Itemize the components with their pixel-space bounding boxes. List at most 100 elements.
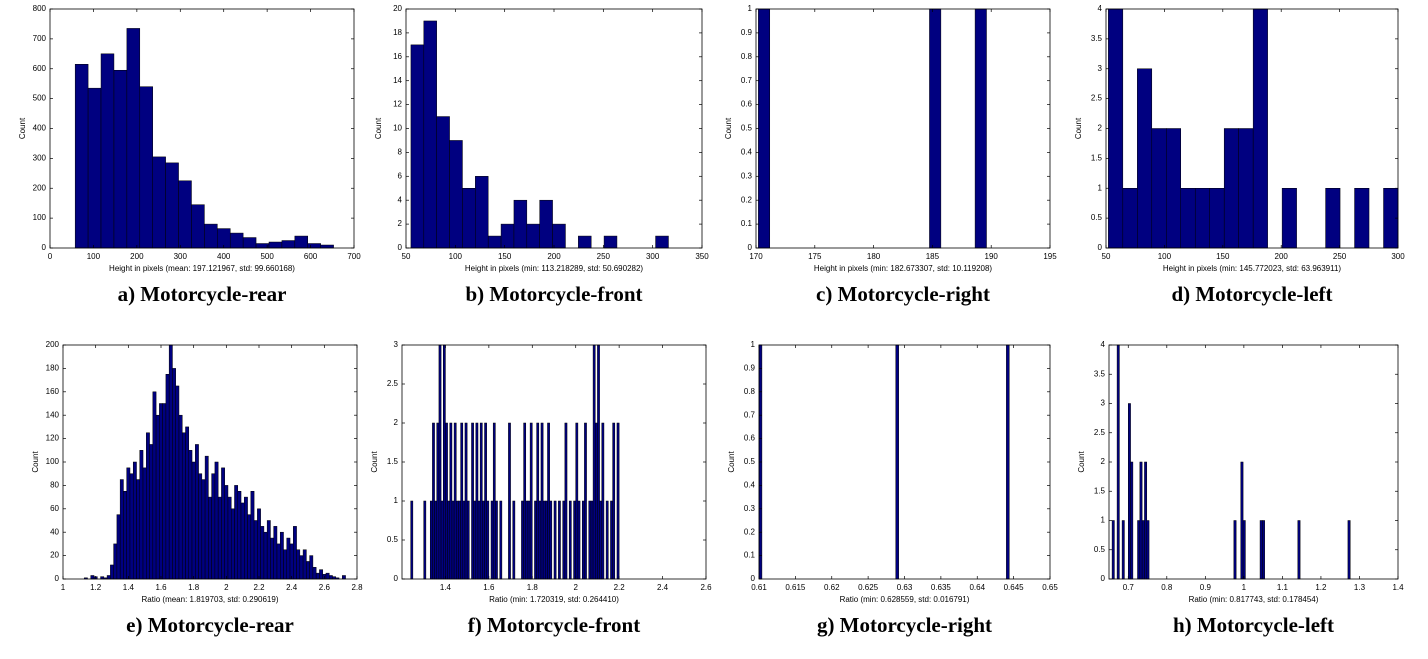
x-tick-label: 2.6 <box>319 583 331 592</box>
bar <box>1252 8 1268 249</box>
bar <box>328 575 333 580</box>
y-axis-label: Count <box>374 117 383 139</box>
bar <box>320 244 334 249</box>
bar <box>436 116 450 249</box>
x-tick-label: 100 <box>87 252 101 261</box>
bar <box>1223 128 1239 249</box>
plot-area <box>759 345 1050 579</box>
bar <box>146 432 150 580</box>
bar <box>584 422 587 580</box>
caption: h) Motorcycle-left <box>1173 613 1334 637</box>
bar <box>466 500 470 580</box>
bar <box>564 422 568 580</box>
bar <box>132 461 137 580</box>
bar <box>234 485 239 580</box>
x-tick-label: 1.6 <box>483 583 495 592</box>
bar <box>1116 344 1120 580</box>
y-tick-label: 80 <box>50 481 59 490</box>
bar <box>438 344 442 580</box>
bar <box>286 537 291 580</box>
bar <box>188 450 193 580</box>
bar <box>1240 461 1244 580</box>
x-tick-label: 0.7 <box>1123 583 1135 592</box>
bar <box>1354 188 1370 249</box>
y-axis-label: Count <box>18 117 27 139</box>
bar <box>529 422 533 580</box>
bar <box>273 526 278 580</box>
y-tick-label: 600 <box>33 64 47 73</box>
bar <box>612 422 616 580</box>
y-tick-label: 2.5 <box>1094 428 1106 437</box>
bar <box>342 575 346 580</box>
y-tick-label: 100 <box>46 457 60 466</box>
bar <box>597 344 600 580</box>
y-tick-label: 2 <box>1101 457 1106 466</box>
y-tick-label: 20 <box>393 4 402 13</box>
bar <box>74 64 89 249</box>
bar <box>513 199 528 249</box>
y-axis-label: Count <box>724 117 733 139</box>
bar <box>289 543 294 580</box>
y-tick-label: 400 <box>33 124 47 133</box>
bar <box>281 240 296 249</box>
y-tick-label: 800 <box>33 4 47 13</box>
bar <box>113 543 118 580</box>
x-tick-label: 0.615 <box>785 583 806 592</box>
bar <box>185 426 190 580</box>
bar <box>558 500 561 580</box>
bar <box>512 500 516 580</box>
bar <box>568 500 572 580</box>
bar <box>240 502 245 580</box>
x-axis-label: Ratio (min: 0.817743, std: 0.178454) <box>1189 595 1319 604</box>
bar <box>575 422 579 580</box>
x-tick-label: 1 <box>1242 583 1247 592</box>
bar <box>1130 461 1134 580</box>
caption: c) Motorcycle-right <box>816 282 990 306</box>
bar <box>1121 520 1125 580</box>
x-tick-label: 500 <box>260 252 274 261</box>
y-tick-label: 0.9 <box>744 364 756 373</box>
bar <box>1137 68 1153 249</box>
bar <box>214 461 219 580</box>
bar <box>307 243 321 249</box>
y-tick-label: 3.5 <box>1091 34 1103 43</box>
y-tick-label: 0.1 <box>741 219 753 228</box>
bar <box>181 432 186 580</box>
y-tick-label: 0.2 <box>741 195 753 204</box>
y-tick-label: 3 <box>1101 399 1106 408</box>
y-axis-label: Count <box>727 451 736 473</box>
bar <box>447 500 451 580</box>
bar <box>1146 520 1150 580</box>
bar <box>1209 188 1225 249</box>
plot-area <box>756 9 1050 248</box>
y-tick-label: 0.5 <box>741 124 753 133</box>
y-tick-label: 0.2 <box>744 527 756 536</box>
y-axis-label: Count <box>370 451 379 473</box>
bar <box>87 87 102 249</box>
bar <box>553 500 557 580</box>
y-tick-label: 2 <box>398 219 403 228</box>
bar <box>495 500 498 580</box>
bar <box>260 526 265 580</box>
bar <box>270 537 274 580</box>
bar <box>1194 188 1210 249</box>
bar <box>283 549 288 580</box>
x-tick-label: 100 <box>449 252 463 261</box>
x-tick-label: 170 <box>749 252 763 261</box>
bar <box>152 391 157 580</box>
y-tick-label: 0.4 <box>744 481 756 490</box>
bar <box>500 223 515 249</box>
bar <box>106 575 111 580</box>
y-tick-label: 1.5 <box>1091 153 1103 162</box>
bar <box>1151 128 1167 249</box>
x-tick-label: 1.2 <box>1315 583 1327 592</box>
bar <box>159 403 163 580</box>
y-tick-label: 0.6 <box>744 434 756 443</box>
y-tick-label: 0 <box>751 574 756 583</box>
caption: d) Motorcycle-left <box>1171 282 1332 306</box>
bar <box>237 491 242 580</box>
y-tick-label: 6 <box>398 171 403 180</box>
bar <box>1262 520 1265 580</box>
bar <box>445 422 448 580</box>
bar <box>477 500 481 580</box>
